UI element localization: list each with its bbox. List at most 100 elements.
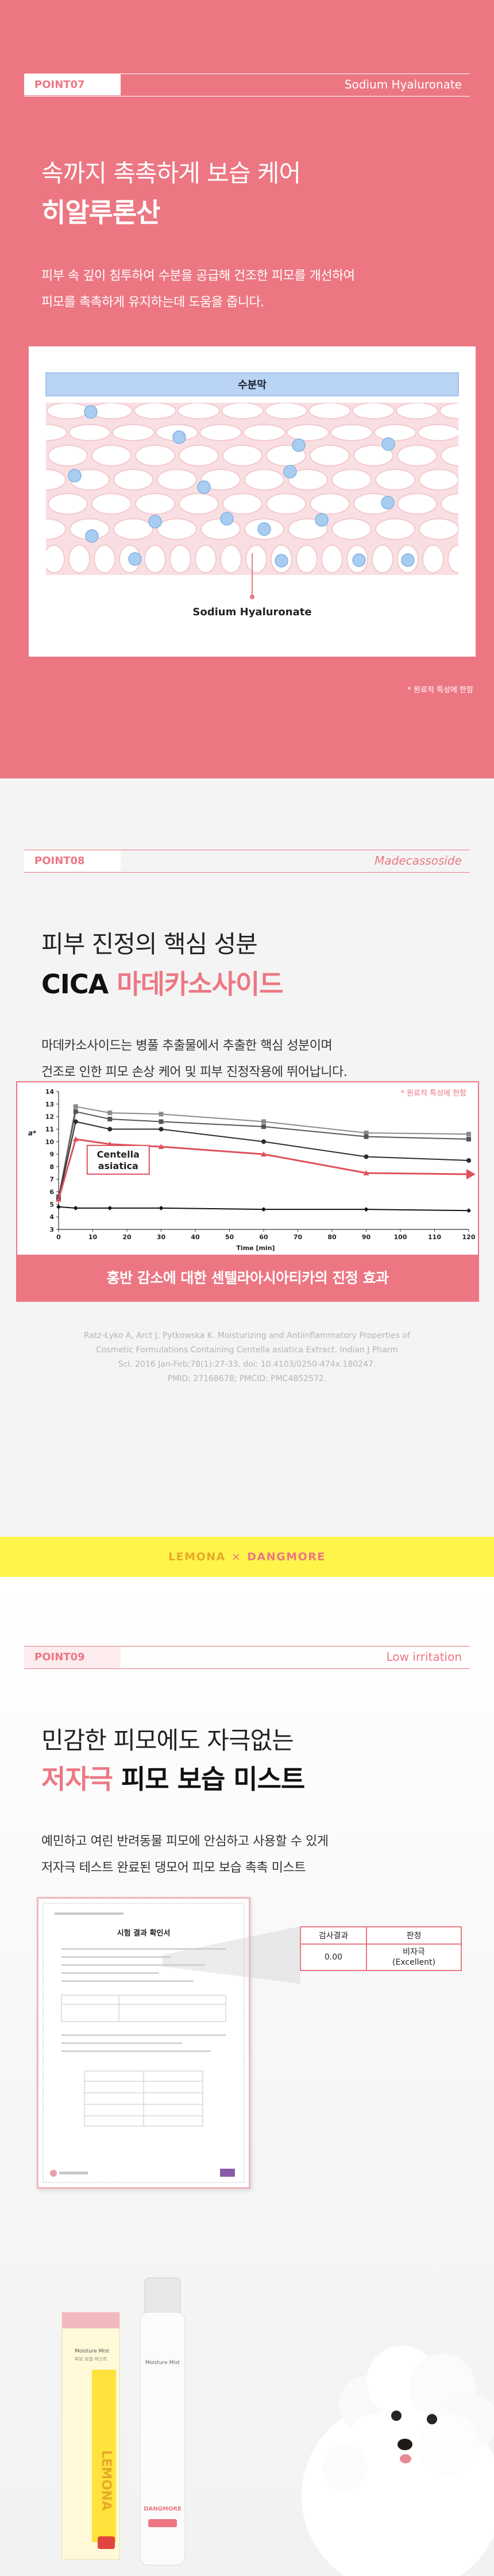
skin-cell <box>46 518 66 540</box>
x-tick-label: 60 <box>259 1233 268 1241</box>
test-certificate: 시험 결과 확인서 <box>37 1897 250 2189</box>
skin-cell <box>221 403 264 419</box>
skin-cells <box>46 403 476 573</box>
skin-cell <box>397 445 437 466</box>
brand-dangmore: DANGMORE <box>247 1551 326 1563</box>
data-point <box>261 1207 266 1212</box>
hyaluronate-molecule <box>315 513 329 527</box>
judgement-line2: (Excellent) <box>392 1958 435 1967</box>
point08-section: POINT08 Madecassoside 피부 진정의 핵심 성분 CICA … <box>0 778 494 1537</box>
skin-cell <box>157 469 197 491</box>
skin-cell <box>222 493 263 515</box>
hyaluronate-molecule <box>84 405 98 419</box>
skin-cell <box>113 469 153 491</box>
skin-cell <box>244 469 284 491</box>
hyaluronate-molecule <box>292 438 306 452</box>
point07-desc-line2: 피모를 촉촉하게 유지하는데 도움을 줍니다. <box>41 295 264 310</box>
skin-cell <box>200 518 241 540</box>
skin-cell <box>418 424 458 441</box>
hyaluronate-molecules <box>68 405 415 568</box>
skin-cell <box>419 469 458 491</box>
dog-tongue <box>400 2454 411 2463</box>
x-tick-label: 50 <box>225 1233 234 1241</box>
hyaluronate-molecule <box>128 552 142 566</box>
data-point <box>364 1154 369 1159</box>
lemona-product-box: Moisture Mist 피모 보습 미스트 LEMONA <box>61 2312 120 2560</box>
y-tick-label: 13 <box>45 1101 54 1108</box>
skin-cell <box>91 445 132 466</box>
point08-reference: Ratz-Łyko A, Arct J, Pytkowska K. Moistu… <box>69 1329 425 1386</box>
skin-cell <box>222 445 263 466</box>
skin-cell <box>157 518 197 540</box>
basal-cell <box>321 545 343 573</box>
data-point <box>261 1151 267 1157</box>
y-tick-label: 3 <box>49 1226 54 1233</box>
hyaluronate-molecule <box>275 554 288 568</box>
skin-cell <box>463 519 476 539</box>
point08-title-cica: CICA <box>41 969 109 1000</box>
reference-line4: PMID: 27168678; PMCID: PMC4852572. <box>167 1374 327 1383</box>
point08-header: POINT08 Madecassoside <box>24 850 470 873</box>
skin-cell <box>200 469 241 491</box>
data-point <box>73 1109 78 1114</box>
basal-cell <box>68 545 90 573</box>
skin-cell <box>46 469 66 491</box>
skin-cell <box>310 445 350 466</box>
data-point <box>73 1119 78 1124</box>
hyaluronate-molecule <box>85 529 99 543</box>
skin-cell <box>48 445 88 466</box>
skin-cell <box>374 424 416 441</box>
lemona-product-brand: LEMONA <box>99 2450 113 2511</box>
skin-cell <box>331 518 372 540</box>
data-point <box>261 1139 266 1144</box>
point08-description: 마데카소사이드는 병풀 추출물에서 추출한 핵심 성분이며 건조로 인한 피모 … <box>41 1033 455 1086</box>
point07-desc-line1: 피부 속 깊이 침투하여 수분을 공급해 건조한 피모를 개선하여 <box>41 269 355 283</box>
brand-lemona: LEMONA <box>168 1551 226 1563</box>
point09-title-rest: 피모 보습 미스트 <box>121 1764 305 1795</box>
reference-line2: Cosmetic Formulations Containing Centell… <box>96 1345 398 1355</box>
data-point <box>466 1132 471 1137</box>
point09-title-line2: 저자극 피모 보습 미스트 <box>41 1759 305 1796</box>
skin-cell <box>375 518 415 540</box>
point07-title-line1: 속까지 촉촉하게 보습 케어 <box>41 159 301 187</box>
dog-eye-right <box>427 2414 437 2424</box>
skin-cell <box>331 469 372 491</box>
x-tick-label: 10 <box>88 1233 98 1241</box>
x-tick-label: 0 <box>56 1233 61 1241</box>
data-point <box>72 1136 79 1142</box>
x-tick-label: 110 <box>428 1233 441 1241</box>
point09-desc-line2: 저자극 테스트 완료된 댕모어 피모 보습 촉촉 미스트 <box>41 1861 306 1875</box>
data-point <box>159 1127 164 1132</box>
data-point <box>107 1117 113 1121</box>
erythema-chart-box: 3 4 5 6 7 8 9 10 11 12 13 14 0 10 20 30 40 50 60 70 80 90 100 1… <box>16 1081 479 1255</box>
skin-cell <box>91 493 132 515</box>
skin-cell <box>397 493 437 515</box>
skin-cell <box>48 493 88 515</box>
data-point <box>158 1144 164 1149</box>
skin-cell <box>441 493 458 515</box>
point09-header: POINT09 Low irritation <box>24 1646 470 1669</box>
y-tick-label: 4 <box>49 1213 54 1221</box>
skin-cell <box>419 518 458 540</box>
point08-title-line2: CICA 마데카소사이드 <box>41 963 284 1001</box>
moisture-film-label: 수분막 <box>238 379 267 391</box>
lemona-product-name: Moisture Mist <box>75 2349 110 2354</box>
hyaluronate-molecule <box>257 522 271 536</box>
basal-cell <box>94 545 115 573</box>
skin-cell <box>112 424 155 441</box>
y-tick-label: 14 <box>45 1088 55 1096</box>
skin-cell <box>199 424 242 441</box>
skin-cell <box>68 424 111 441</box>
data-point <box>107 1205 113 1210</box>
point07-label: POINT07 <box>24 74 121 95</box>
point07-footnote: * 원료적 특성에 한함 <box>407 686 473 695</box>
skin-cell <box>179 493 219 515</box>
highlight-arrow <box>466 1169 476 1179</box>
annotation-box <box>86 1144 150 1175</box>
annotation-line2: asiatica <box>98 1160 138 1171</box>
point08-label: POINT08 <box>24 850 121 871</box>
skin-cell <box>462 425 476 441</box>
point07-description: 피부 속 깊이 침투하여 수분을 공급해 건조한 피모를 개선하여 피모를 촉촉… <box>41 263 455 316</box>
basal-cell <box>220 545 242 573</box>
hyaluronate-molecule <box>352 553 366 567</box>
